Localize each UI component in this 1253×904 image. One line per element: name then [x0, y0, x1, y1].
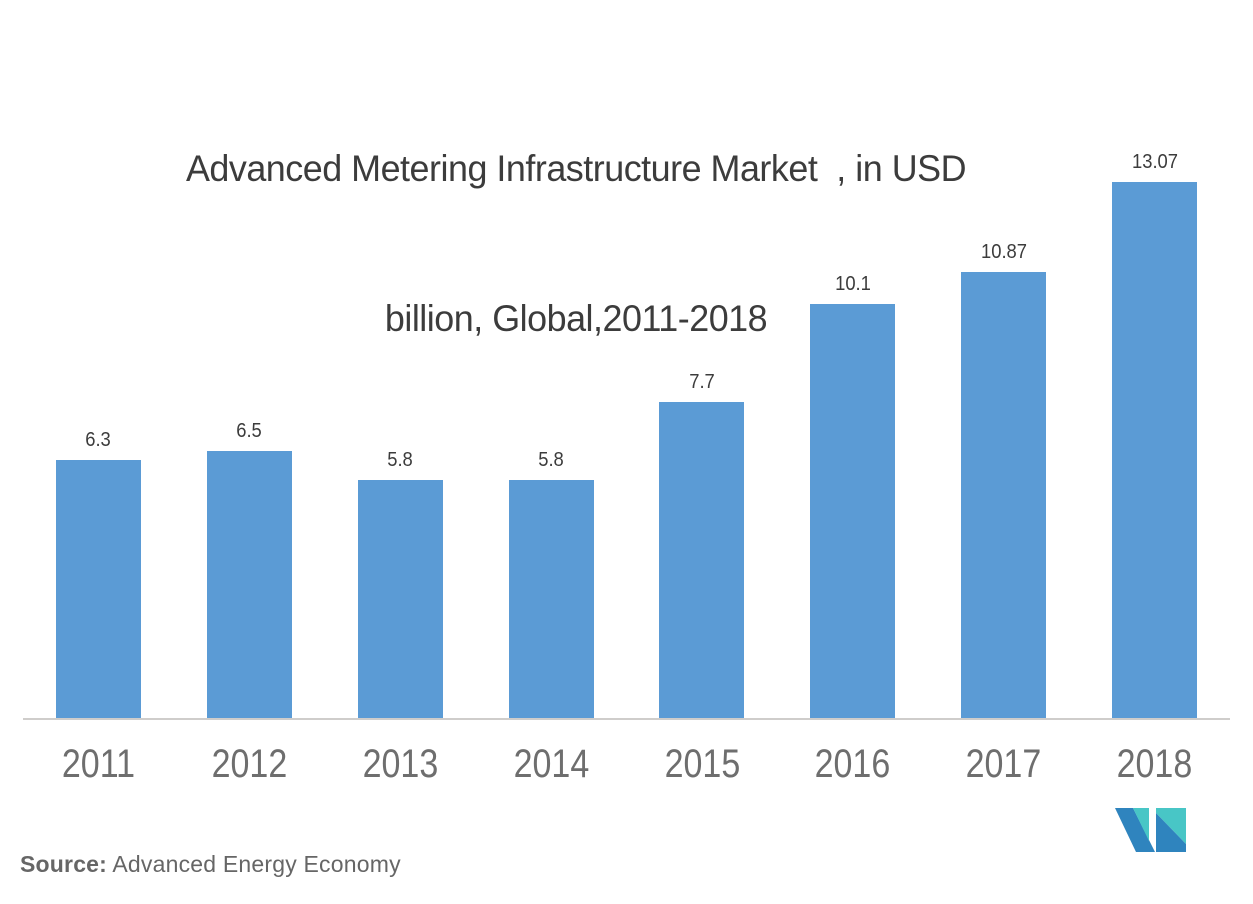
x-tick-label-2015: 2015 [664, 742, 740, 786]
value-label-2014: 5.8 [538, 449, 564, 471]
x-tick-label-2014: 2014 [513, 742, 589, 786]
x-tick-label-2013: 2013 [362, 742, 438, 786]
x-axis-tick-labels: 2011 2012 2013 2014 2015 2016 2017 2018 [23, 742, 1230, 787]
bar-slot-2011: 6.3 [23, 182, 174, 718]
value-label-2013: 5.8 [387, 449, 413, 471]
bar-2013: 5.8 [357, 449, 443, 718]
logo-left-diagonal-shape [1115, 808, 1155, 852]
bar-slot-2014: 5.8 [476, 182, 627, 718]
bar-2016: 10.1 [810, 273, 896, 718]
bar-2017: 10.87 [961, 241, 1047, 718]
bar-2018: 13.07 [1112, 151, 1198, 718]
x-tick-label-2017: 2017 [965, 742, 1042, 786]
bar-slot-2018: 13.07 [1079, 151, 1230, 718]
logo-right-bar-shape [1156, 813, 1186, 852]
logo-left-triangle-shape [1133, 808, 1149, 841]
bar-2015: 7.7 [659, 371, 745, 718]
value-label-2018: 13.07 [1131, 151, 1178, 173]
bar-2012: 6.5 [206, 420, 292, 718]
chart-title-line-1: Advanced Metering Infrastructure Market … [185, 148, 967, 189]
value-label-2015: 7.7 [689, 371, 715, 393]
x-tick-label-2018: 2018 [1116, 742, 1193, 786]
bar-slot-2016: 10.1 [777, 182, 928, 718]
chart-title-line-2: billion, Global,2011-2018 [384, 298, 768, 339]
value-label-2017: 10.87 [980, 241, 1027, 263]
bar-2014: 5.8 [508, 449, 594, 718]
x-tick-label-2012: 2012 [211, 742, 288, 786]
plot-area: 6.3 6.5 5.8 5.8 7.7 10.1 10.87 13.07 [23, 151, 1230, 718]
value-label-2012: 6.5 [236, 420, 263, 442]
bar-slot-2013: 5.8 [325, 182, 476, 718]
source-text: Advanced Energy Economy [107, 851, 401, 877]
value-label-2016: 10.1 [834, 273, 871, 295]
bar-slot-2012: 6.5 [174, 182, 325, 718]
bar-slot-2015: 7.7 [627, 182, 778, 718]
source-line: Source: Advanced Energy Economy [20, 851, 401, 878]
bar-2011: 6.3 [55, 429, 141, 718]
x-tick-label-2016: 2016 [814, 742, 891, 786]
source-label: Source: [20, 851, 108, 877]
chart-title: Advanced Metering Infrastructure Market … [17, 44, 1134, 444]
bar-slot-2017: 10.87 [928, 182, 1079, 718]
x-axis-line [23, 718, 1230, 720]
logo-right-triangle-shape [1156, 808, 1186, 844]
value-label-2011: 6.3 [85, 429, 112, 451]
x-tick-label-2011: 2011 [61, 742, 135, 786]
company-logo [1115, 808, 1186, 852]
